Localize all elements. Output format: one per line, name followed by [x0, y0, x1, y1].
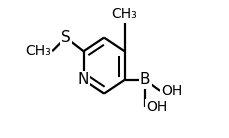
Text: B: B [139, 72, 150, 87]
Text: OH: OH [146, 100, 167, 114]
Text: OH: OH [161, 84, 182, 98]
Text: N: N [78, 72, 89, 87]
Text: CH₃: CH₃ [111, 7, 137, 21]
Text: CH₃: CH₃ [25, 44, 51, 58]
Text: S: S [61, 30, 70, 45]
